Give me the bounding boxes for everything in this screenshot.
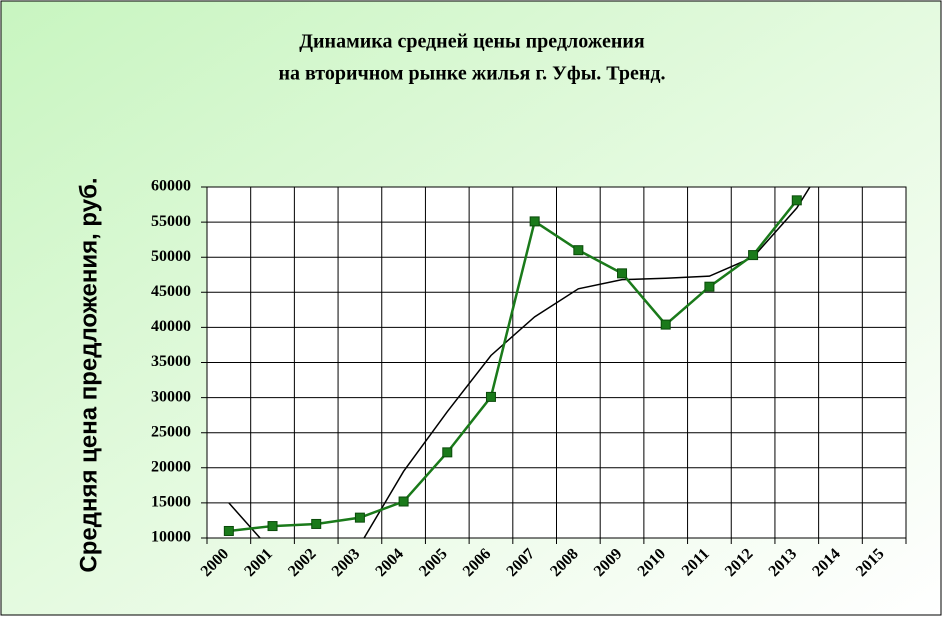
marker bbox=[704, 281, 715, 292]
series-line bbox=[228, 199, 798, 533]
marker bbox=[617, 268, 628, 279]
marker bbox=[398, 496, 409, 507]
y-tick-label: 40000 bbox=[151, 318, 191, 335]
marker bbox=[354, 512, 365, 523]
chart-title: Динамика средней цены предложения bbox=[299, 31, 645, 53]
y-tick-label: 20000 bbox=[151, 458, 191, 475]
marker bbox=[485, 391, 496, 402]
marker bbox=[791, 195, 802, 206]
marker bbox=[311, 518, 322, 529]
y-tick-label: 60000 bbox=[151, 178, 191, 195]
y-tick-label: 50000 bbox=[151, 248, 191, 265]
marker bbox=[223, 525, 234, 536]
y-tick-label: 30000 bbox=[151, 388, 191, 405]
marker bbox=[748, 250, 759, 261]
marker bbox=[529, 216, 540, 227]
y-tick-label: 25000 bbox=[151, 423, 191, 440]
marker bbox=[660, 319, 671, 330]
marker bbox=[442, 447, 453, 458]
chart-title: на вторичном рынке жилья г. Уфы. Тренд. bbox=[278, 63, 665, 85]
y-tick-label: 55000 bbox=[151, 213, 191, 230]
y-tick-label: 35000 bbox=[151, 353, 191, 370]
marker bbox=[573, 245, 584, 256]
y-tick-label: 15000 bbox=[151, 494, 191, 511]
trend-line bbox=[228, 187, 811, 538]
marker bbox=[267, 521, 278, 532]
y-tick-label: 10000 bbox=[151, 529, 191, 546]
y-axis-label: Средняя цена предложения, руб. bbox=[75, 177, 102, 572]
y-tick-label: 45000 bbox=[151, 283, 191, 300]
plot-clip bbox=[223, 187, 811, 538]
